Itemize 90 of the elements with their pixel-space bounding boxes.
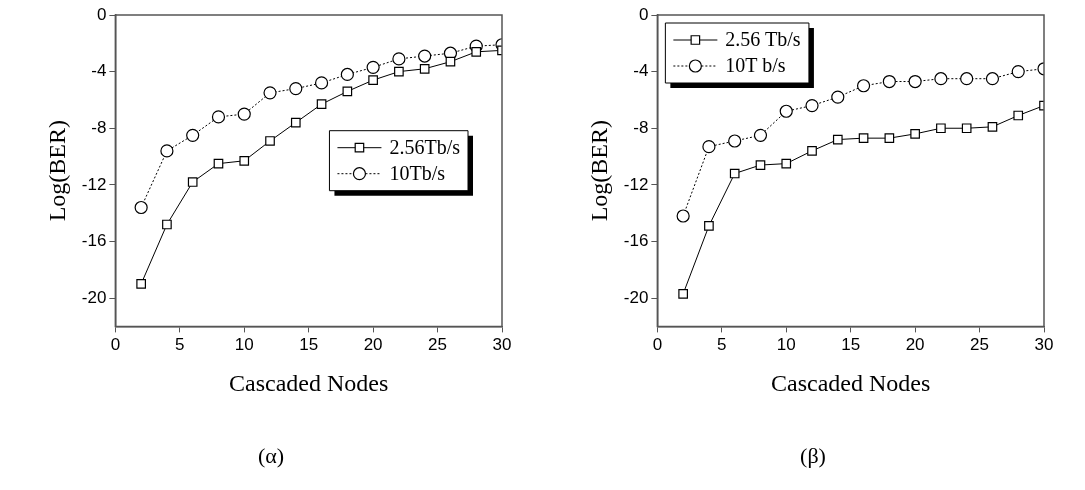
y-axis-title: Log(BER) [43, 120, 70, 222]
legend-label: 10Tb/s [389, 161, 446, 184]
y-tick-label: -20 [623, 287, 649, 307]
x-axis-title: Cascaded Nodes [771, 370, 931, 397]
point [290, 117, 301, 128]
point [728, 134, 742, 148]
point [239, 155, 250, 166]
y-tick-label: -12 [623, 174, 649, 194]
point [265, 136, 275, 146]
point [753, 128, 768, 142]
point [678, 289, 688, 299]
point [134, 200, 148, 215]
point [807, 146, 817, 156]
point [987, 121, 998, 132]
point [856, 79, 871, 93]
x-axis-title: Cascaded Nodes [229, 370, 389, 397]
point [702, 140, 716, 154]
point [418, 49, 432, 63]
x-tick-label: 10 [234, 335, 254, 355]
point [936, 123, 946, 134]
point [211, 110, 226, 124]
x-tick-label: 30 [492, 335, 512, 355]
point [676, 209, 690, 223]
point [445, 56, 456, 67]
x-tick-label: 0 [652, 335, 663, 355]
point [263, 86, 277, 100]
point [934, 72, 948, 86]
point [342, 86, 353, 97]
point [419, 63, 430, 74]
point [394, 66, 404, 77]
y-tick-label: -8 [633, 117, 649, 137]
y-tick-label: -4 [633, 61, 649, 81]
point [471, 46, 482, 57]
point [368, 75, 378, 85]
point [340, 67, 354, 82]
point [779, 104, 793, 118]
x-tick-label: 0 [110, 335, 121, 355]
x-tick-label: 20 [363, 335, 383, 355]
point [316, 99, 327, 110]
point [832, 134, 843, 145]
legend-label: 2.56 Tb/s [725, 28, 801, 51]
x-tick-label: 25 [970, 335, 990, 355]
legend-label: 2.56Tb/s [389, 135, 461, 158]
legend-label: 10T b/s [725, 54, 786, 77]
x-tick-label: 20 [905, 335, 925, 355]
point [136, 279, 146, 289]
y-tick-label: -16 [81, 231, 107, 251]
point [213, 158, 224, 169]
point [908, 74, 922, 89]
point [882, 74, 896, 89]
point [729, 168, 740, 179]
x-tick-label: 25 [428, 335, 448, 355]
x-tick-label: 30 [1034, 335, 1054, 355]
y-tick-label: -20 [81, 287, 107, 307]
point [755, 160, 766, 170]
x-tick-label: 15 [299, 335, 319, 355]
point [781, 158, 792, 169]
y-tick-label: -16 [623, 231, 649, 251]
x-tick-label: 5 [717, 335, 727, 355]
point [186, 128, 200, 142]
y-tick-label: 0 [638, 4, 649, 24]
point [187, 177, 198, 187]
point [910, 129, 920, 139]
point [985, 72, 1000, 86]
point [1013, 110, 1024, 121]
point [884, 133, 895, 143]
point [858, 133, 869, 143]
point [237, 107, 251, 121]
point [392, 52, 406, 66]
y-tick-label: -4 [91, 61, 107, 81]
point [960, 72, 974, 86]
point [314, 76, 329, 90]
x-tick-label: 10 [776, 335, 796, 355]
x-tick-label: 5 [175, 335, 185, 355]
point [1011, 65, 1025, 79]
point [289, 82, 303, 96]
point [162, 219, 172, 230]
point [961, 123, 972, 134]
y-tick-label: -8 [91, 117, 107, 137]
point [704, 221, 714, 231]
text: (α) [257, 442, 285, 468]
point [831, 90, 845, 104]
point [160, 144, 174, 158]
text: (β) [800, 442, 826, 468]
y-axis-title: Log(BER) [585, 120, 612, 222]
y-tick-label: -12 [81, 174, 107, 194]
point [805, 98, 819, 113]
point [366, 60, 380, 74]
y-tick-label: 0 [96, 4, 107, 24]
x-tick-label: 15 [841, 335, 861, 355]
